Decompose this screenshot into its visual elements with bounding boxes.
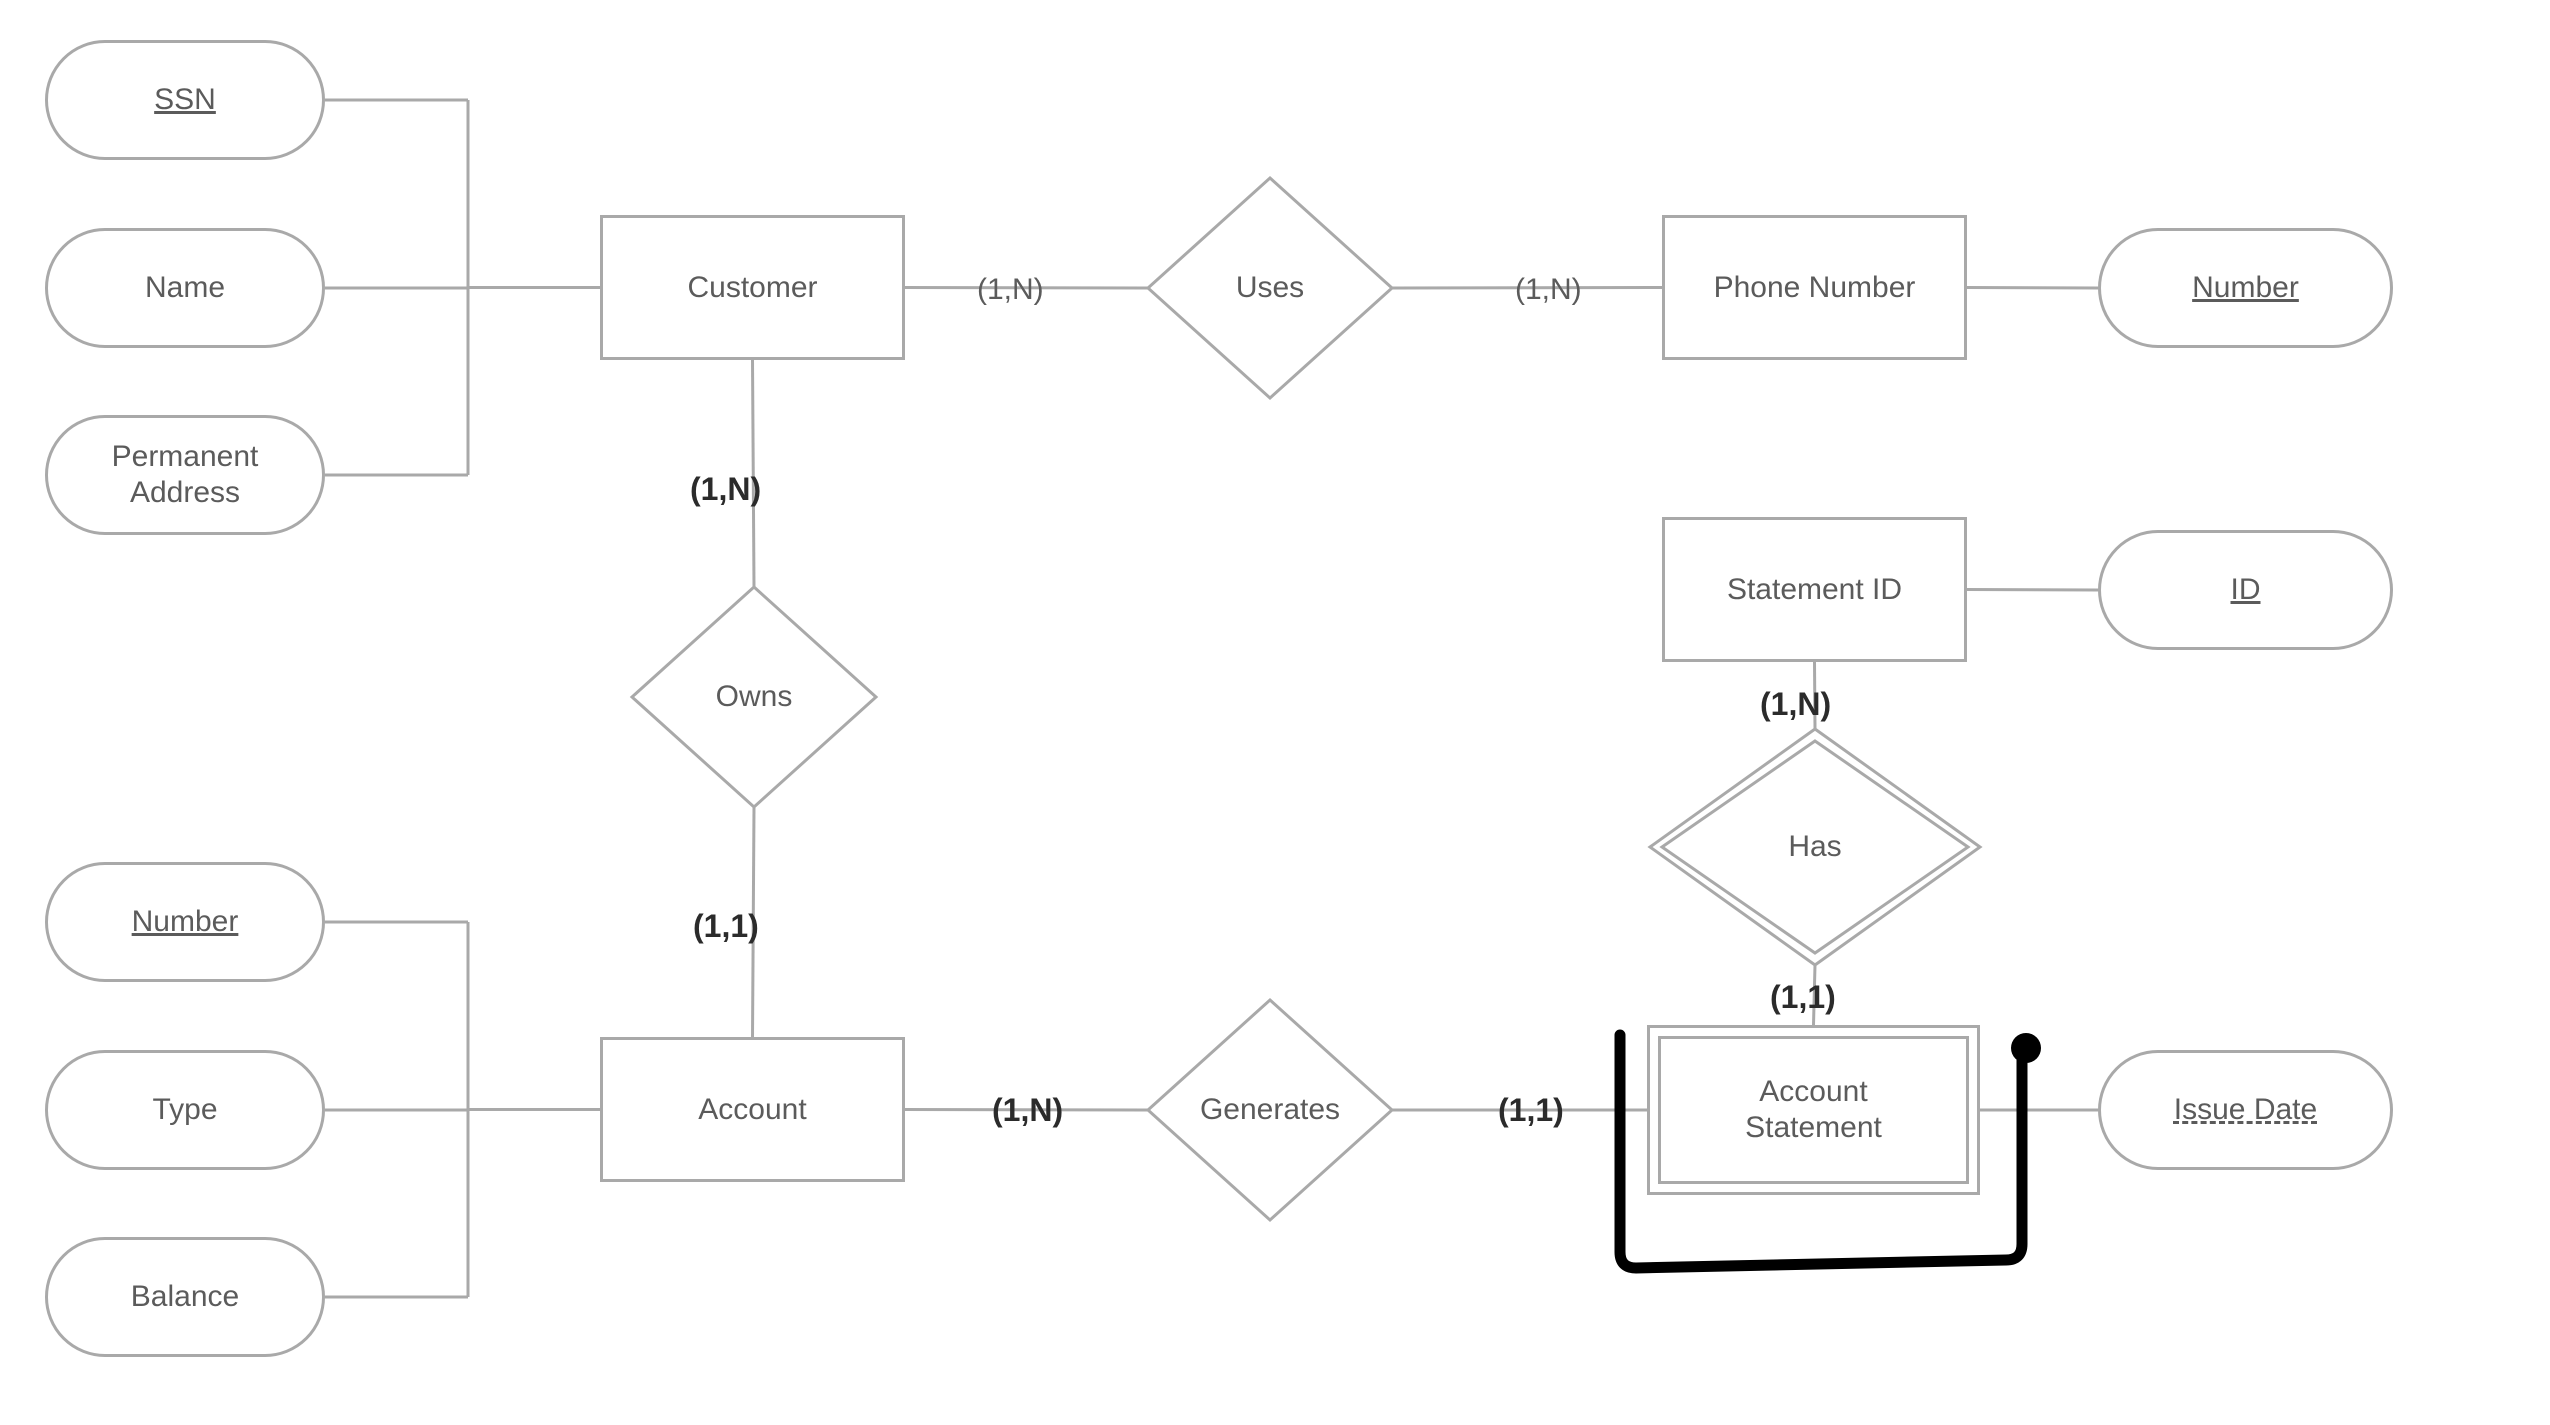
label: Type [152,1092,217,1128]
entity-customer: Customer [600,215,905,360]
attribute-addr: Permanent Address [45,415,325,535]
attribute-type: Type [45,1050,325,1170]
label: ID [2231,572,2261,608]
cardinality: (1,N) [1515,273,1582,307]
label: Number [2192,270,2299,306]
entity-account: Account [600,1037,905,1182]
relationship-owns-label: Owns [716,680,793,714]
relationship-uses-label: Uses [1236,271,1304,305]
entity-acct_stmt: Account Statement [1647,1025,1980,1195]
label: SSN [154,82,216,118]
cardinality: (1,N) [992,1092,1063,1129]
attribute-ssn: SSN [45,40,325,160]
entity-phone_number: Phone Number [1662,215,1967,360]
attribute-issue_date: Issue Date [2098,1050,2393,1170]
label: Number [132,904,239,940]
cardinality: (1,N) [690,471,761,508]
label: Permanent Address [112,439,259,511]
label: Statement ID [1727,572,1902,608]
label: Customer [687,270,817,306]
attribute-acc_num: Number [45,862,325,982]
cardinality: (1,1) [1770,979,1836,1016]
label: Account Statement [1745,1074,1882,1146]
label: Issue Date [2174,1092,2317,1128]
cardinality: (1,1) [1498,1092,1564,1129]
cardinality: (1,N) [977,273,1044,307]
entity-statement_id: Statement ID [1662,517,1967,662]
attribute-balance: Balance [45,1237,325,1357]
label: Account [698,1092,806,1128]
cardinality: (1,N) [1760,686,1831,723]
cardinality: (1,1) [693,908,759,945]
attribute-ph_number: Number [2098,228,2393,348]
relationship-has-label: Has [1788,830,1841,864]
attribute-name: Name [45,228,325,348]
label: Phone Number [1714,270,1916,306]
relationship-generates-label: Generates [1200,1093,1340,1127]
label: Name [145,270,225,306]
label: Balance [131,1279,239,1315]
attribute-stmt_id: ID [2098,530,2393,650]
